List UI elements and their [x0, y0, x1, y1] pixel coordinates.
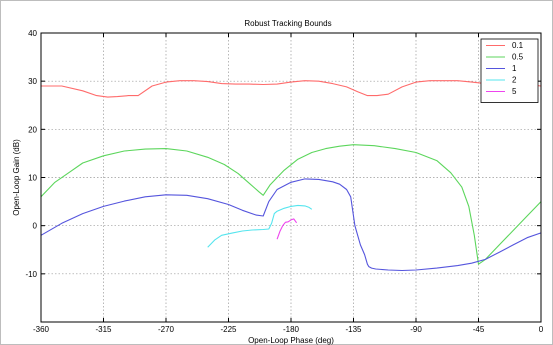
legend-label: 0.1: [512, 41, 524, 50]
x-tick-label: 0: [539, 325, 544, 334]
y-tick-label: 30: [28, 77, 37, 86]
series-line-5: [276, 218, 298, 240]
legend: 0.1 0.5 1 2 5: [480, 38, 539, 103]
x-tick-label: -270: [158, 325, 175, 334]
x-axis-label: Open-Loop Phase (deg): [248, 336, 334, 345]
x-tick-label: -135: [345, 325, 362, 334]
x-tick-label: -225: [220, 325, 237, 334]
legend-box: [480, 38, 539, 103]
x-tick-label: -180: [283, 325, 300, 334]
y-tick-label: -10: [25, 270, 37, 279]
legend-label: 0.5: [512, 53, 524, 62]
legend-label: 2: [512, 76, 517, 85]
y-axis-label: Open-Loop Gain (dB): [12, 139, 21, 216]
chart-title: Robust Tracking Bounds: [244, 19, 331, 28]
series-line-0.5: [40, 144, 542, 265]
y-tick-label: 0: [33, 222, 38, 231]
y-tick-label: 10: [28, 174, 37, 183]
legend-label: 1: [512, 64, 517, 73]
x-tick-label: -360: [33, 325, 50, 334]
y-tick-label: 40: [28, 29, 37, 38]
series-line-0.1: [41, 80, 542, 98]
legend-label: 5: [512, 87, 517, 96]
series-lines: [40, 80, 542, 272]
y-tick-label: 20: [28, 125, 37, 134]
x-tick-label: -315: [95, 325, 112, 334]
series-line-1: [40, 178, 542, 272]
x-tick-label: -90: [410, 325, 422, 334]
series-line-2: [207, 204, 313, 248]
x-tick-label: -45: [473, 325, 485, 334]
axis-ticks: -360 -315 -270 -225 -180 -135 -90 -45 0 -10 0 10 20 3…: [25, 29, 543, 334]
grid: [41, 33, 541, 322]
